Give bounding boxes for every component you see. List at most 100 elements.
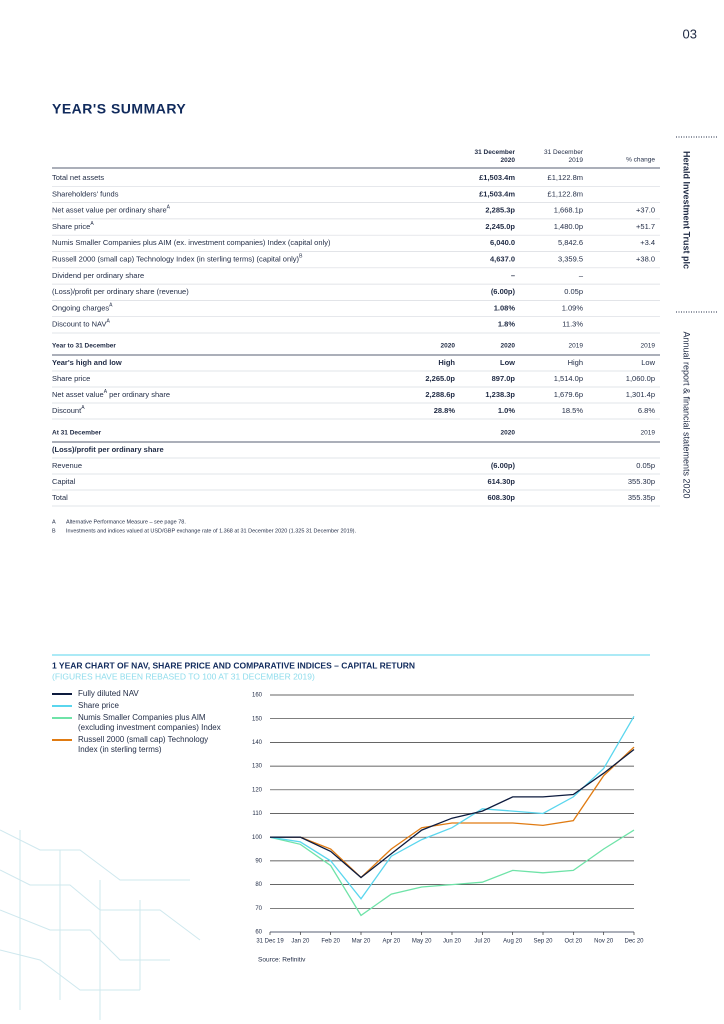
label-text: Discount to NAV	[52, 320, 106, 329]
x-tick-label: Jan 20	[291, 939, 310, 945]
legend-entry: Share price	[52, 701, 228, 711]
side-report: Annual report & financial statements 202…	[682, 331, 692, 498]
cell: –	[579, 271, 584, 280]
note-mark: A	[106, 319, 110, 325]
column-header: 2020	[501, 343, 516, 350]
x-tick-label: Mar 20	[352, 939, 371, 945]
cell: +38.0	[636, 254, 655, 263]
column-header: 31 December 2020	[475, 149, 516, 164]
footnote-mark: A	[52, 519, 56, 525]
row-label: Year's high and low	[52, 358, 122, 367]
row-label: Share price	[52, 374, 90, 383]
page-title: YEAR'S SUMMARY	[52, 101, 186, 117]
cell: +37.0	[636, 206, 655, 215]
note-mark: A	[104, 389, 108, 395]
x-tick-label: Feb 20	[321, 939, 340, 945]
label-text: Dividend per ordinary share	[52, 271, 144, 280]
x-tick-label: Oct 20	[564, 939, 582, 945]
series-line	[270, 748, 635, 879]
cell: 2,265.0p	[425, 374, 455, 383]
row-label: DiscountA	[52, 405, 85, 415]
header-line: 2019	[569, 157, 584, 164]
column-header: 2020	[501, 430, 516, 437]
row-label: Revenue	[52, 461, 82, 470]
label-text: Shareholders' funds	[52, 189, 119, 198]
row-label: Capital	[52, 477, 76, 486]
series-line	[269, 715, 635, 900]
cell: 0.05p	[636, 461, 655, 470]
y-tick-label: 90	[255, 858, 262, 864]
x-tick-label: Nov 20	[594, 939, 614, 945]
column-header: 31 December 2019	[544, 149, 584, 164]
column-header: 2020	[441, 343, 456, 350]
legend-label: Share price	[78, 701, 119, 710]
y-tick-label: 150	[252, 716, 263, 722]
cell: 11.3%	[562, 320, 583, 329]
column-header: 2019	[569, 343, 584, 350]
cell: 1.8%	[498, 320, 515, 329]
row-label: Share priceA	[52, 221, 94, 231]
y-tick-label: 120	[252, 787, 263, 793]
cell: (6.00p)	[491, 287, 516, 296]
footnote: Alternative Performance Measure – see pa…	[66, 519, 186, 525]
cell: –	[511, 271, 515, 280]
y-tick-label: 110	[252, 811, 262, 817]
label-text: (Loss)/profit per ordinary share (revenu…	[52, 287, 189, 296]
subheading: (Loss)/profit per ordinary share	[52, 445, 164, 454]
cell: 1.08%	[494, 303, 516, 312]
side-title: Herald Investment Trust plc	[682, 151, 692, 269]
y-tick-label: 80	[255, 882, 262, 888]
cell: (6.00p)	[491, 461, 516, 470]
footnote-mark: B	[52, 528, 56, 534]
label-suffix: per ordinary share	[109, 390, 170, 399]
cell: 6,040.0	[490, 238, 515, 247]
cell: 28.8%	[434, 406, 456, 415]
section-heading: At 31 December	[52, 430, 102, 437]
cell: 2,245.0p	[485, 222, 515, 231]
legend-swatch	[52, 693, 72, 695]
row-label: Dividend per ordinary share	[52, 271, 144, 280]
row-label: Total net assets	[52, 173, 104, 182]
cell: 1,301.4p	[626, 390, 655, 399]
label-text: Total	[52, 493, 68, 502]
cell: Low	[641, 358, 655, 367]
row-label: Net asset value per ordinary shareA	[52, 205, 171, 215]
row-label: Discount to NAVA	[52, 319, 110, 329]
row-label: Net asset valueA per ordinary share	[52, 389, 170, 399]
cell: 2,285.3p	[485, 206, 515, 215]
note-mark: A	[81, 405, 85, 411]
row-label: Russell 2000 (small cap) Technology Inde…	[52, 254, 303, 264]
y-tick-label: 130	[252, 764, 263, 770]
header-line: 31 December	[544, 149, 584, 156]
cell: High	[568, 358, 583, 367]
legend-swatch	[52, 739, 72, 741]
cell: 608.30p	[487, 493, 515, 502]
cell: 1.09%	[562, 303, 584, 312]
x-tick-label: 31 Dec 19	[256, 939, 284, 945]
series-line	[269, 829, 635, 917]
cell: 6.8%	[638, 406, 655, 415]
label-text: Discount	[52, 406, 82, 415]
note-mark: A	[109, 303, 113, 309]
y-tick-label: 100	[252, 835, 263, 841]
label-text: Share price	[52, 222, 90, 231]
cell: High	[438, 358, 455, 367]
row-label: Numis Smaller Companies plus AIM (ex. in…	[52, 238, 331, 247]
legend: Fully diluted NAV Share price Numis Smalle…	[52, 689, 237, 757]
column-header: 2019	[641, 430, 656, 437]
cell: 355.30p	[628, 477, 655, 486]
cell: 897.0p	[492, 374, 516, 383]
chart-subtitle: (FIGURES HAVE BEEN REBASED TO 100 AT 31 …	[52, 671, 315, 681]
cell: 1,060.0p	[626, 374, 655, 383]
label-text: Year's high and low	[52, 358, 122, 367]
legend-label: Numis Smaller Companies plus AIM (exclud…	[78, 713, 221, 732]
label-text: Total net assets	[52, 173, 104, 182]
cell: 1,238.3p	[485, 390, 515, 399]
row-label: Ongoing chargesA	[52, 303, 113, 313]
cell: +51.7	[636, 222, 655, 231]
y-tick-label: 140	[252, 740, 263, 746]
cell: 614.30p	[487, 477, 515, 486]
label-text: Net asset value	[52, 390, 104, 399]
cell: £1,503.4m	[479, 189, 515, 198]
